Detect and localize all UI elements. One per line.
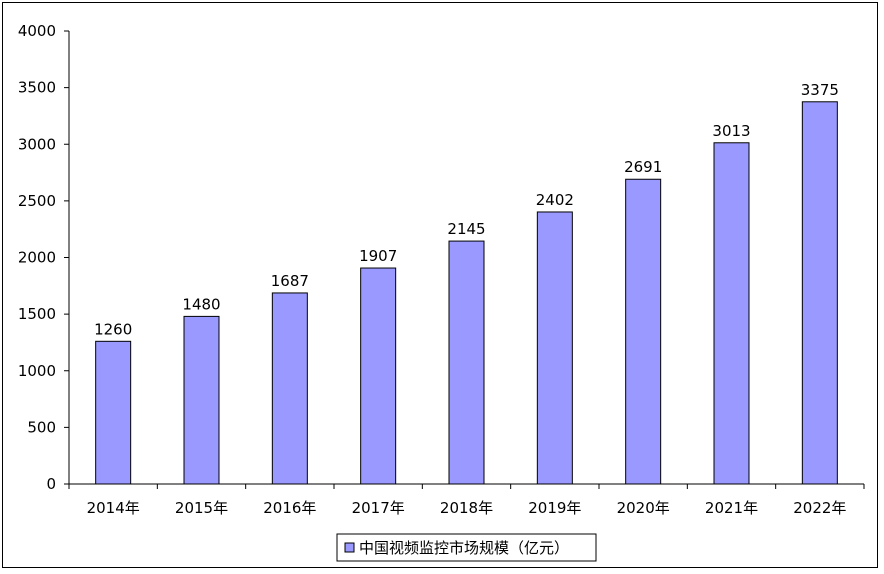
data-label: 3013 bbox=[712, 122, 750, 140]
bar-2019年 bbox=[536, 211, 573, 485]
x-category-label: 2014年 bbox=[87, 499, 140, 517]
x-axis: 2014年 2015年 2016年 2017年 2018年 2019年 2020年 2021年… bbox=[68, 483, 865, 517]
x-category-label: 2019年 bbox=[528, 499, 581, 517]
y-tick-label: 0 bbox=[46, 475, 56, 493]
data-label: 2402 bbox=[536, 191, 574, 209]
bar-2016年 bbox=[271, 292, 308, 485]
y-tick-label: 3500 bbox=[18, 79, 56, 97]
legend-label: 中国视频监控市场规模（亿元） bbox=[359, 539, 569, 557]
data-label: 1480 bbox=[182, 295, 220, 313]
legend-swatch bbox=[344, 542, 355, 553]
data-label: 1687 bbox=[271, 272, 309, 290]
x-category-label: 2015年 bbox=[175, 499, 228, 517]
bar-2015年 bbox=[183, 315, 220, 485]
bar-2017年 bbox=[360, 267, 397, 485]
bar-2014年 bbox=[95, 340, 132, 485]
x-category-label: 2017年 bbox=[352, 499, 405, 517]
bar-2018年 bbox=[448, 240, 485, 485]
data-label: 3375 bbox=[801, 81, 839, 99]
x-category-label: 2016年 bbox=[263, 499, 316, 517]
y-tick-label: 4000 bbox=[18, 22, 56, 40]
y-tick-label: 500 bbox=[27, 418, 56, 436]
data-label: 2145 bbox=[447, 220, 485, 238]
bar-2021年 bbox=[713, 142, 750, 485]
data-label: 2691 bbox=[624, 158, 662, 176]
data-label: 1260 bbox=[94, 320, 132, 338]
x-category-label: 2020年 bbox=[617, 499, 670, 517]
y-tick-label: 1000 bbox=[18, 362, 56, 380]
y-tick-label: 1500 bbox=[18, 305, 56, 323]
x-category-label: 2022年 bbox=[793, 499, 846, 517]
data-label: 1907 bbox=[359, 247, 397, 265]
bar-2022年 bbox=[801, 101, 838, 485]
bars bbox=[95, 101, 838, 485]
legend-box bbox=[336, 533, 597, 562]
x-category-label: 2021年 bbox=[705, 499, 758, 517]
y-tick-label: 2000 bbox=[18, 249, 56, 267]
legend: 中国视频监控市场规模（亿元） bbox=[336, 533, 597, 562]
x-category-label: 2018年 bbox=[440, 499, 493, 517]
y-tick-label: 2500 bbox=[18, 192, 56, 210]
y-tick-label: 3000 bbox=[18, 135, 56, 153]
bar-2020年 bbox=[625, 178, 662, 485]
data-labels: 1260 1480 1687 1907 2145 2402 2691 3013 3375 bbox=[94, 81, 839, 339]
y-axis: 0 500 1000 1500 2000 2500 3000 3500 4000 bbox=[18, 22, 70, 493]
